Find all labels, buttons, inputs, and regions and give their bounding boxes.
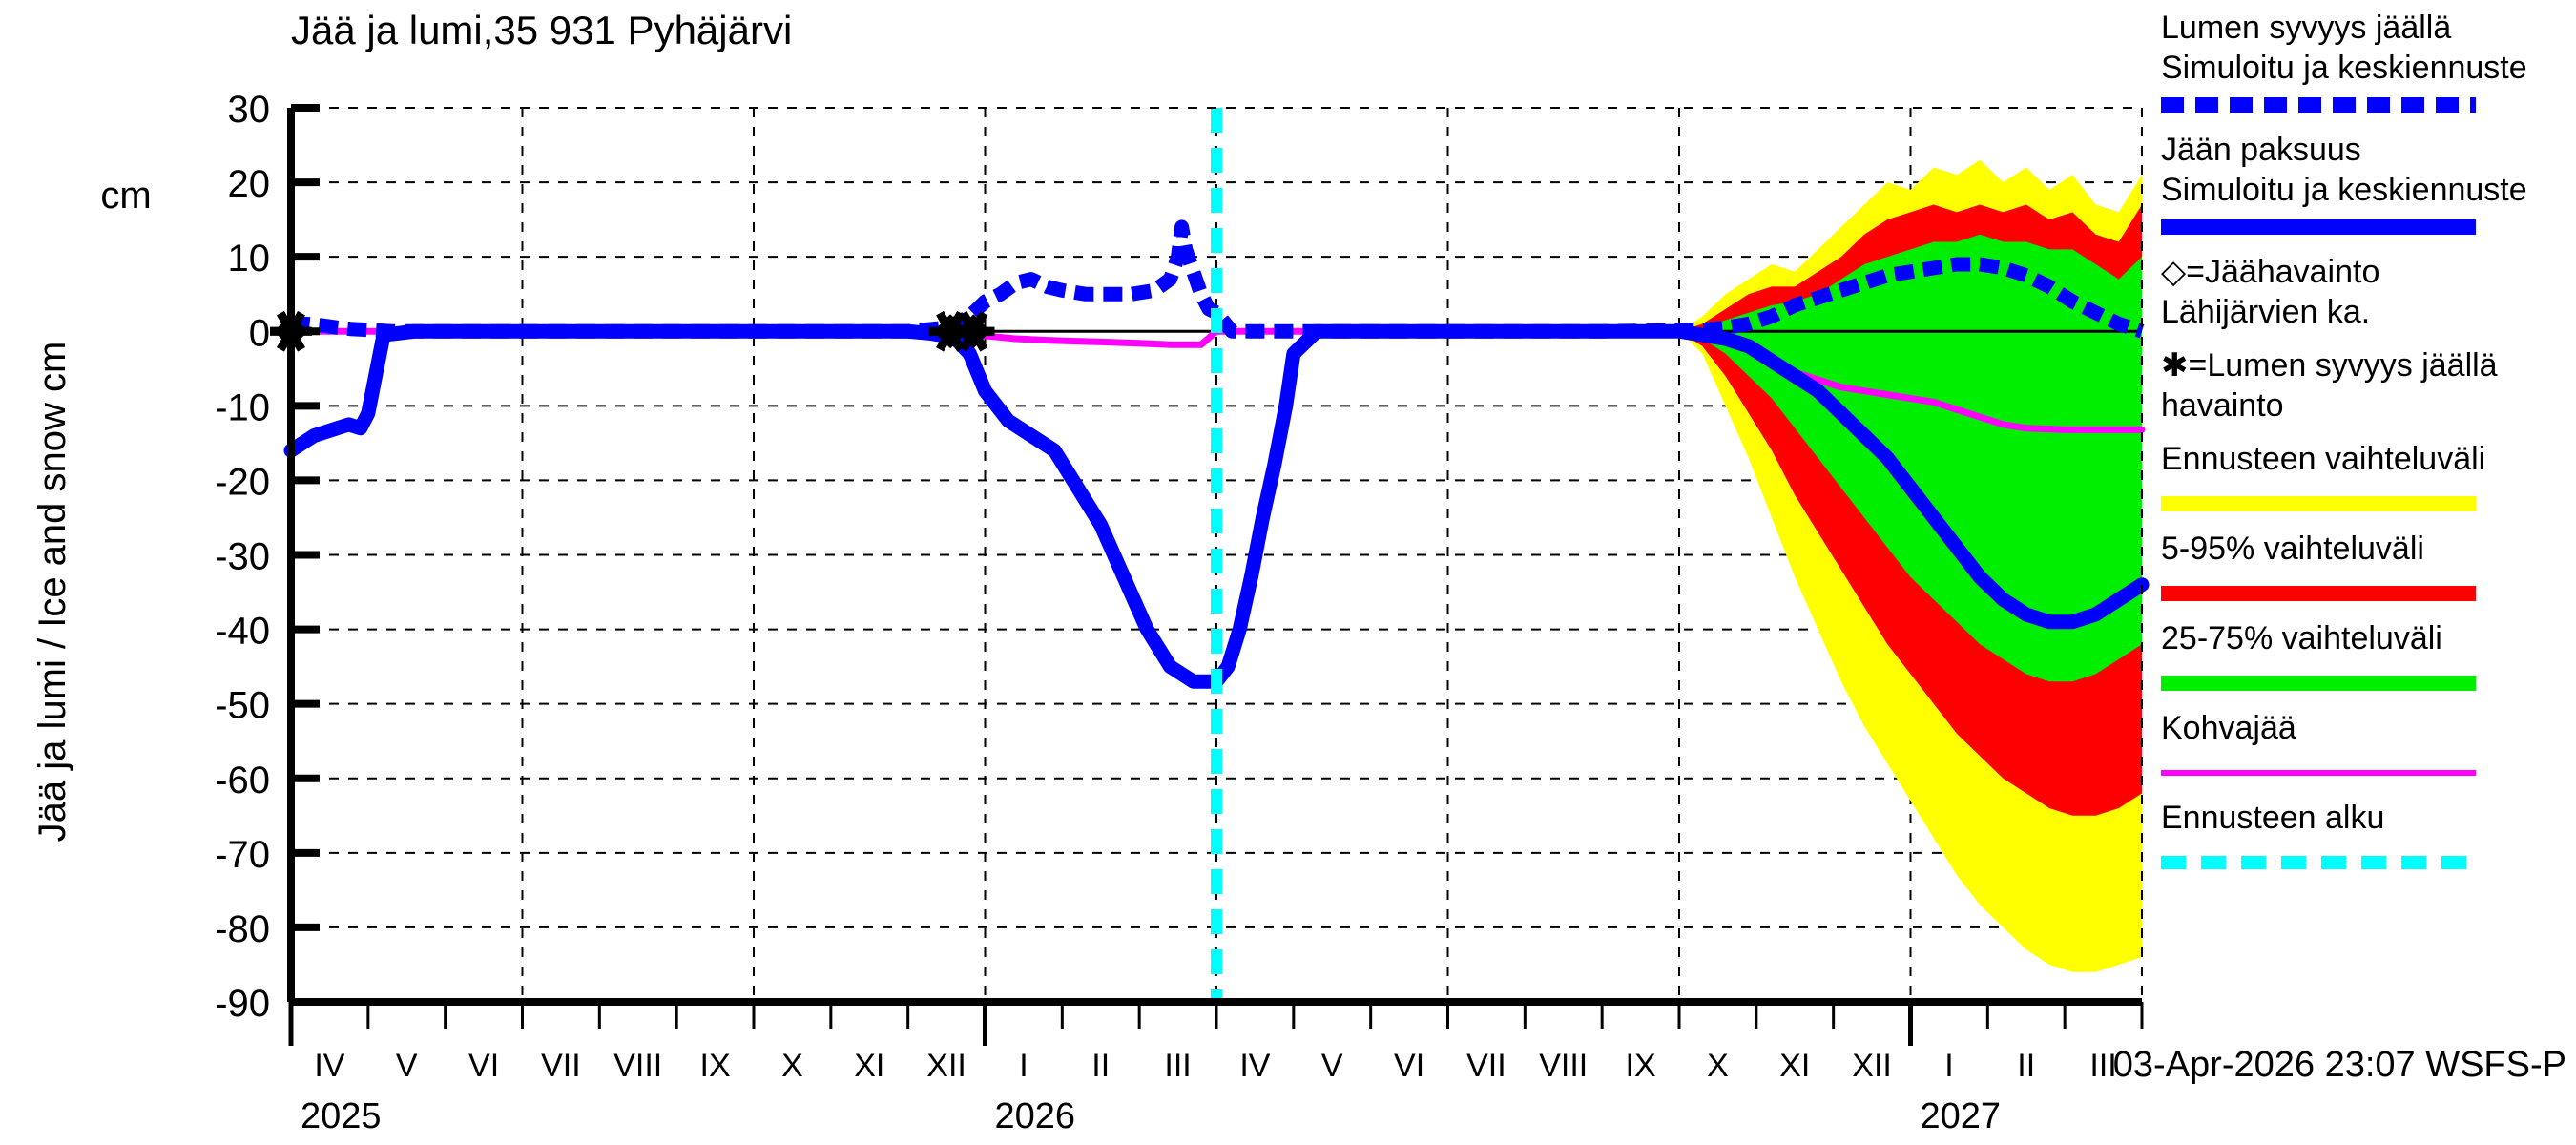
x-axis-month-label: XI (854, 1048, 884, 1084)
x-axis-month-label: X (1707, 1048, 1729, 1084)
legend-label: Kohvajää (2161, 710, 2296, 746)
legend-label: Simuloitu ja keskiennuste (2161, 50, 2527, 86)
y-axis-tick-label: -80 (215, 908, 270, 950)
legend-label: Ennusteen vaihteluväli (2161, 441, 2485, 477)
y-axis-unit: cm (100, 175, 151, 217)
y-axis-tick-label: 20 (228, 163, 271, 205)
x-axis-month-label: VIII (613, 1048, 662, 1084)
x-axis-month-label: V (396, 1048, 418, 1084)
y-axis-tick-label: -30 (215, 536, 270, 578)
forecast-bands (1679, 159, 2142, 972)
asterisk-ray (936, 310, 966, 352)
x-axis-month-label: IV (1239, 1048, 1270, 1084)
x-axis-month-label: XII (926, 1048, 966, 1084)
y-axis-tick-label: -70 (215, 834, 270, 876)
x-axis-month-label: VII (1466, 1048, 1506, 1084)
y-axis-tick-label: 30 (228, 89, 271, 131)
x-axis-month-label: III (1164, 1048, 1191, 1084)
x-axis-month-label: I (1019, 1048, 1028, 1084)
y-axis-tick-label: -40 (215, 611, 270, 653)
y-axis-tick-label: -20 (215, 461, 270, 503)
legend-label: Ennusteen alku (2161, 800, 2384, 836)
legend-label: 25-75% vaihteluväli (2161, 620, 2442, 656)
x-axis-year-label: 2026 (995, 1096, 1076, 1136)
y-axis-tick-label: -10 (215, 386, 270, 428)
x-axis-month-label: II (1091, 1048, 1110, 1084)
y-axis-tick-label: 0 (249, 312, 270, 354)
asterisk-ray (959, 310, 988, 352)
x-axis-ticks: IV V VI VII VIII IX X XI XII I II III IV V VI VII VIII IX… (288, 1002, 2144, 1136)
x-axis-month-label: VIII (1539, 1048, 1588, 1084)
footer-timestamp: 03-Apr-2026 23:07 WSFS-P (2113, 1045, 2566, 1085)
x-axis-month-label: XI (1779, 1048, 1810, 1084)
x-axis-month-label: II (2017, 1048, 2035, 1084)
forecast-band (1679, 331, 2142, 682)
y-axis-tick-label: 10 (228, 238, 271, 280)
series-ice-thickness (283, 323, 2150, 689)
y-axis-ticks: 30 20 10 0 -10 -20 -30 -40 -50 -60 -70 -80 -90 (215, 89, 320, 1025)
legend-label: Jään paksuus (2161, 132, 2361, 168)
x-axis-month-label: V (1321, 1048, 1343, 1084)
x-axis-year-label: 2027 (1921, 1096, 2002, 1136)
legend-label: 5-95% vaihteluväli (2161, 531, 2424, 567)
legend-label: ✱=Lumen syvyys jäällä (2161, 347, 2498, 384)
x-axis-month-label: III (2089, 1048, 2116, 1084)
legend-label: ◇=Jäähavainto (2161, 254, 2379, 290)
x-axis-year-label: 2025 (301, 1096, 382, 1136)
snow-observation-marker (952, 310, 995, 352)
x-axis-month-label: IX (1626, 1048, 1656, 1084)
legend-label: Lähijärvien ka. (2161, 294, 2370, 330)
x-axis-month-label: XII (1852, 1048, 1892, 1084)
y-axis-tick-label: -90 (215, 983, 270, 1025)
legend-label: havainto (2161, 387, 2284, 424)
chart-title: Jää ja lumi,35 931 Pyhäjärvi (291, 8, 792, 52)
x-axis-month-label: IV (314, 1048, 344, 1084)
y-axis-label: Jää ja lumi / Ice and snow cm (31, 342, 73, 843)
x-axis-month-label: X (781, 1048, 803, 1084)
legend-label: Lumen syvyys jäällä (2161, 10, 2451, 46)
y-axis-tick-label: -50 (215, 685, 270, 727)
legend-label: Simuloitu ja keskiennuste (2161, 172, 2527, 208)
chart-legend: Lumen syvyys jäällä Simuloitu ja keskienn… (2161, 10, 2527, 869)
series-snow-depth (289, 219, 2145, 339)
x-axis-month-label: VI (468, 1048, 499, 1084)
x-axis-month-label: IX (700, 1048, 731, 1084)
x-axis-month-label: VII (541, 1048, 581, 1084)
y-axis-tick-label: -60 (215, 760, 270, 802)
x-axis-month-label: I (1944, 1048, 1953, 1084)
x-axis-month-label: VI (1394, 1048, 1424, 1084)
